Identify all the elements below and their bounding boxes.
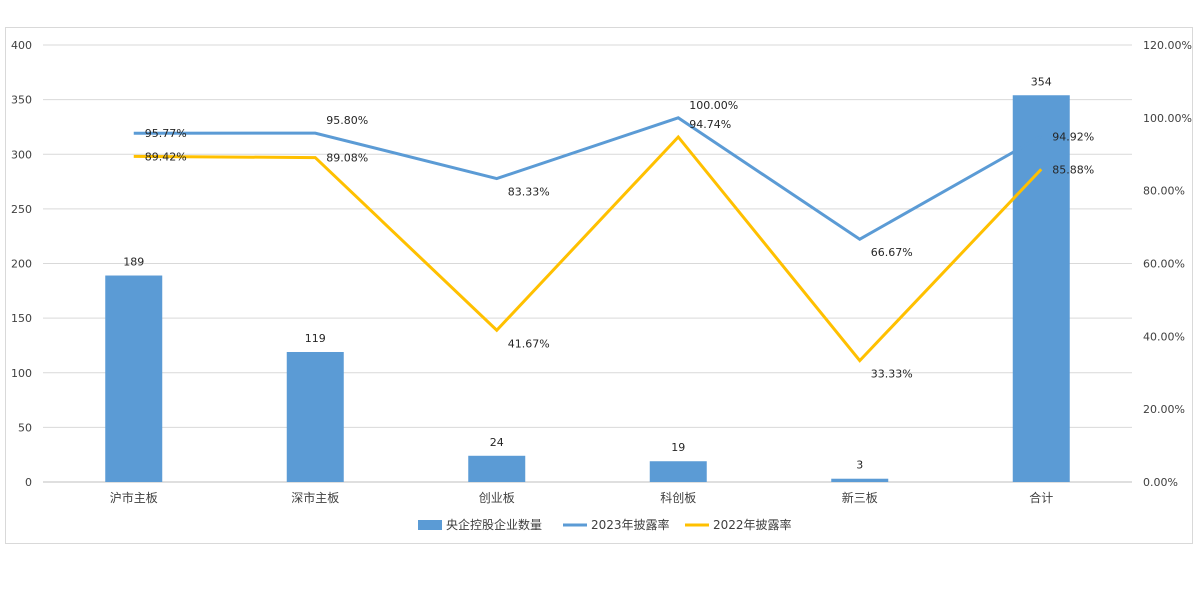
line-value-label: 95.80%: [326, 114, 368, 127]
left-tick-label: 300: [11, 148, 32, 161]
gridlines: [43, 44, 1132, 483]
left-axis-ticks: 0 50 100 150 200 250 300 350 400: [11, 39, 32, 489]
bar: [831, 478, 889, 482]
left-tick-label: 200: [11, 258, 32, 271]
category-label: 科创板: [660, 491, 696, 505]
right-tick-label: 40.00%: [1143, 330, 1185, 343]
category-axis-labels: 沪市主板 深市主板 创业板 科创板 新三板 合计: [110, 490, 1054, 505]
legend-swatch: [418, 520, 442, 530]
bar: [1012, 95, 1070, 482]
left-tick-label: 400: [11, 39, 32, 52]
left-tick-label: 350: [11, 94, 32, 107]
left-tick-label: 50: [18, 421, 32, 434]
category-label: 创业板: [479, 491, 515, 505]
bar-value-label: 119: [305, 332, 326, 345]
line-2023: [133, 116, 1042, 241]
line-data-labels: 95.77% 95.80% 83.33% 100.00% 66.67% 94.92% 89.…: [145, 99, 1094, 381]
right-tick-label: 60.00%: [1143, 258, 1185, 271]
bar: [468, 455, 526, 482]
legend-label: 2022年披露率: [713, 517, 792, 532]
legend: 央企控股企业数量 2023年披露率 2022年披露率: [418, 517, 792, 532]
bar-value-label: 24: [490, 436, 504, 449]
line-value-label: 85.88%: [1052, 163, 1094, 176]
category-label: 新三板: [842, 490, 878, 505]
bar: [105, 275, 163, 482]
line-value-label: 66.67%: [871, 246, 913, 259]
left-tick-label: 250: [11, 203, 32, 216]
left-tick-label: 100: [11, 367, 32, 380]
bar-value-label: 3: [856, 459, 863, 472]
left-tick-label: 0: [25, 476, 32, 489]
line-series: [133, 116, 1043, 363]
right-tick-label: 100.00%: [1143, 112, 1192, 125]
right-tick-label: 0.00%: [1143, 476, 1178, 489]
bar-value-label: 354: [1031, 75, 1052, 88]
chart-frame: [5, 27, 1193, 544]
bar: [286, 351, 344, 482]
legend-label: 2023年披露率: [591, 517, 670, 532]
line-value-label: 83.33%: [508, 186, 550, 199]
right-tick-label: 80.00%: [1143, 185, 1185, 198]
category-label: 合计: [1029, 490, 1053, 505]
line-value-label: 94.74%: [689, 118, 731, 131]
right-axis-ticks: 0.00% 20.00% 40.00% 60.00% 80.00% 100.00% 120.…: [1143, 39, 1192, 489]
line-value-label: 89.08%: [326, 152, 368, 165]
line-2022: [133, 134, 1043, 363]
left-tick-label: 150: [11, 312, 32, 325]
bar-series: [105, 95, 1070, 482]
line-value-label: 41.67%: [508, 337, 550, 350]
line-value-label: 100.00%: [689, 99, 738, 112]
line-value-label: 33.33%: [871, 368, 913, 381]
bar-data-labels: 189 119 24 19 3 354: [123, 75, 1052, 471]
bar-value-label: 189: [123, 256, 144, 269]
right-tick-label: 20.00%: [1143, 403, 1185, 416]
bar: [649, 461, 707, 482]
line-value-label: 95.77%: [145, 127, 187, 140]
line-value-label: 94.92%: [1052, 130, 1094, 143]
category-label: 沪市主板: [110, 490, 158, 505]
line-value-label: 89.42%: [145, 150, 187, 163]
bar-value-label: 19: [671, 441, 685, 454]
category-label: 深市主板: [291, 490, 339, 505]
right-tick-label: 120.00%: [1143, 39, 1192, 52]
legend-label: 央企控股企业数量: [446, 517, 542, 532]
